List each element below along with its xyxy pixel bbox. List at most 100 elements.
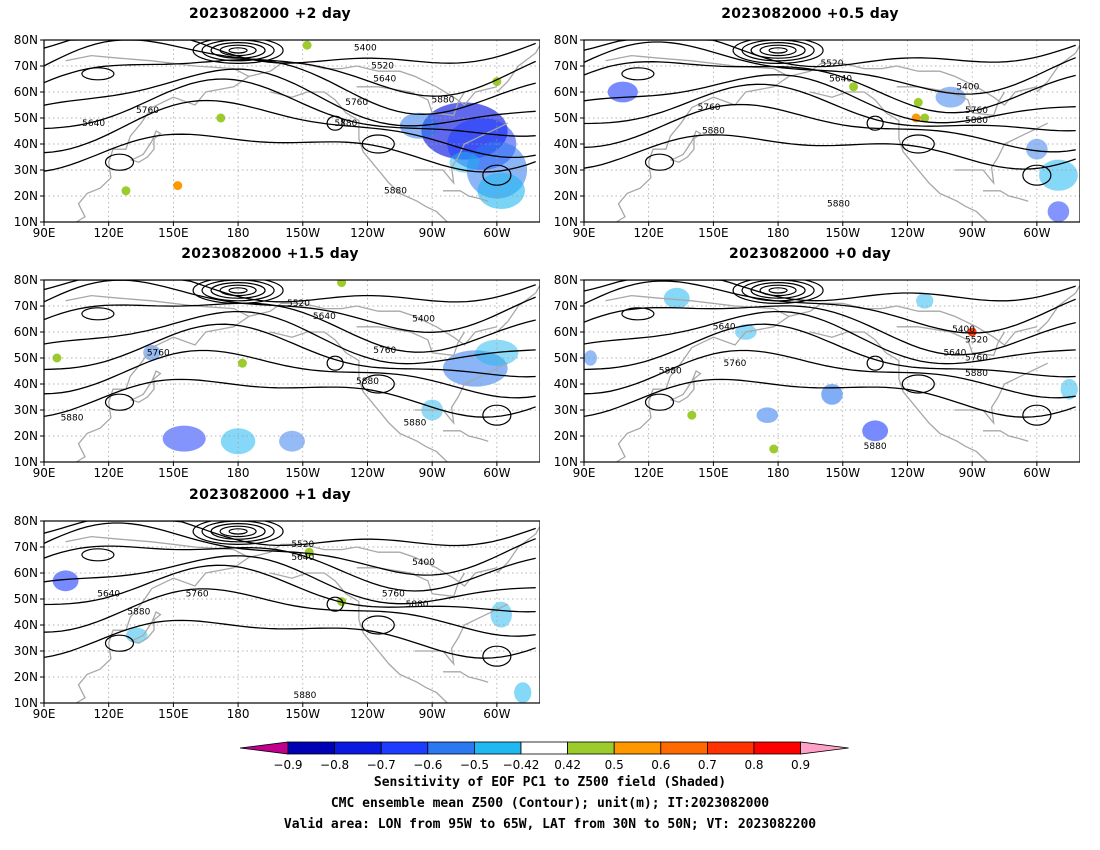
sensitivity-shading bbox=[1060, 378, 1078, 400]
lat-tick-label: 10N bbox=[14, 455, 38, 469]
lon-tick-label: 150E bbox=[698, 226, 729, 240]
z500-contour bbox=[584, 378, 1076, 418]
sensitivity-shading bbox=[52, 570, 79, 592]
contour-label: 5760 bbox=[382, 589, 405, 599]
lat-tick-label: 30N bbox=[554, 163, 578, 177]
z500-contour bbox=[228, 47, 248, 54]
lon-tick-label: 90E bbox=[573, 226, 596, 240]
z500-contour bbox=[81, 548, 115, 562]
plot-frame bbox=[43, 279, 540, 463]
coastline bbox=[670, 370, 702, 403]
contour-label: 5520 bbox=[291, 540, 314, 550]
lon-tick-label: 90E bbox=[33, 466, 56, 480]
lon-tick-label: 180 bbox=[767, 226, 790, 240]
contour-label: 5640 bbox=[713, 322, 736, 332]
lon-tick-label: 120E bbox=[93, 707, 124, 721]
panel-title: 2023082000 +1.5 day bbox=[181, 246, 359, 262]
lon-tick-label: 180 bbox=[227, 466, 250, 480]
z500-contour bbox=[584, 280, 1076, 334]
sensitivity-shading bbox=[849, 82, 859, 92]
contour-label: 5760 bbox=[373, 346, 396, 356]
lat-tick-label: 60N bbox=[14, 325, 38, 339]
lon-tick-label: 150W bbox=[825, 226, 860, 240]
sensitivity-shading bbox=[920, 113, 930, 123]
colorbar-tick-label: −0.5 bbox=[460, 758, 489, 772]
colorbar-swatch bbox=[706, 741, 755, 755]
coastline bbox=[270, 91, 448, 222]
colorbar-swatch bbox=[660, 741, 708, 755]
z500-contour bbox=[361, 134, 395, 154]
sensitivity-shading bbox=[756, 407, 779, 423]
plot-frame bbox=[583, 279, 1080, 463]
contour-label: 5760 bbox=[965, 106, 988, 116]
contour-label: 5400 bbox=[354, 43, 377, 53]
contour-label: 5880 bbox=[127, 608, 150, 618]
lat-tick-label: 60N bbox=[14, 566, 38, 580]
lon-tick-label: 60W bbox=[1023, 466, 1050, 480]
lat-tick-label: 10N bbox=[14, 215, 38, 229]
colorbar-tick-label: −0.9 bbox=[273, 758, 302, 772]
lat-tick-label: 80N bbox=[14, 514, 38, 528]
z500-contour bbox=[44, 40, 536, 97]
colorbar-high-arrow bbox=[800, 741, 849, 755]
z500-contour bbox=[201, 280, 275, 302]
lat-tick-label: 10N bbox=[554, 455, 578, 469]
z500-contour bbox=[732, 280, 824, 304]
z500-contour bbox=[44, 133, 536, 173]
z500-contour bbox=[44, 310, 536, 365]
z500-contour bbox=[210, 281, 266, 299]
z500-contour bbox=[201, 40, 275, 62]
lat-tick-label: 10N bbox=[554, 215, 578, 229]
coastline bbox=[896, 326, 1006, 357]
colorbar-tick-label: −0.42 bbox=[503, 758, 540, 772]
panel-title: 2023082000 +1 day bbox=[189, 487, 351, 503]
z500-contour bbox=[584, 83, 1076, 132]
caption-line-2: CMC ensemble mean Z500 (Contour); unit(m… bbox=[330, 796, 770, 811]
z500-contour bbox=[210, 41, 266, 59]
z500-contour bbox=[621, 307, 655, 321]
lon-tick-label: 90E bbox=[33, 226, 56, 240]
lat-tick-label: 10N bbox=[14, 696, 38, 710]
coastline bbox=[788, 302, 1038, 346]
z500-contour bbox=[44, 619, 536, 659]
map-plot: 5400 5520 5640 5760 5640 5760 5880 5880 5880 80N 7… bbox=[14, 33, 540, 240]
contour-label: 5400 bbox=[952, 325, 975, 335]
lat-tick-label: 20N bbox=[554, 189, 578, 203]
sensitivity-shading bbox=[449, 151, 480, 173]
z500-contour bbox=[44, 555, 536, 605]
contour-label: 5520 bbox=[821, 59, 844, 69]
lat-tick-label: 70N bbox=[14, 59, 38, 73]
colorbar-tick-label: −0.8 bbox=[320, 758, 349, 772]
sensitivity-shading bbox=[173, 181, 183, 191]
coastline bbox=[248, 543, 498, 587]
z500-contour bbox=[741, 280, 815, 302]
z500-contour bbox=[361, 615, 395, 635]
contour-label: 5760 bbox=[345, 98, 368, 108]
colorbar-swatch bbox=[473, 741, 522, 755]
z500-contour bbox=[44, 564, 536, 613]
z500-contour bbox=[219, 525, 257, 538]
sensitivity-shading bbox=[663, 287, 690, 309]
z500-contour bbox=[584, 61, 1076, 114]
contour-label: 5880 bbox=[827, 199, 850, 209]
sensitivity-shading bbox=[237, 358, 247, 368]
colorbar-swatch bbox=[520, 741, 568, 755]
coastline bbox=[496, 44, 540, 93]
lon-tick-label: 120E bbox=[633, 466, 664, 480]
contour-label: 5880 bbox=[864, 442, 887, 452]
lon-tick-label: 180 bbox=[227, 707, 250, 721]
z500-contour bbox=[44, 302, 536, 353]
lon-tick-label: 120E bbox=[93, 466, 124, 480]
coastline bbox=[443, 190, 489, 202]
z500-contour bbox=[44, 40, 536, 64]
sensitivity-shading bbox=[162, 425, 206, 452]
z500-contour bbox=[104, 634, 135, 652]
contour-label: 5880 bbox=[965, 369, 988, 379]
z500-contour bbox=[219, 284, 257, 297]
lat-tick-label: 30N bbox=[14, 163, 38, 177]
z500-contour bbox=[750, 281, 806, 299]
contour-label: 5880 bbox=[61, 413, 84, 423]
colorbar-tick-label: 0.6 bbox=[651, 758, 670, 772]
